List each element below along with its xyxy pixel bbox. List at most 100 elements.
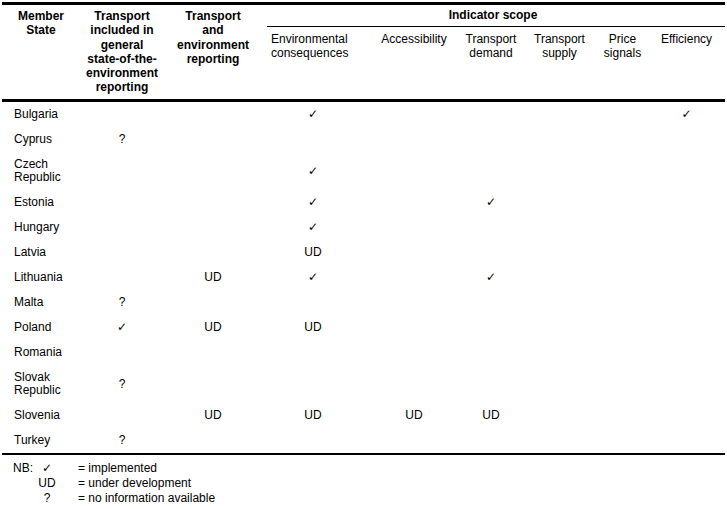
implemented-mark: ✓ bbox=[648, 101, 725, 128]
empty-cell bbox=[76, 265, 168, 290]
member-state-cell: Bulgaria bbox=[2, 101, 76, 128]
empty-cell bbox=[460, 428, 522, 454]
empty-cell bbox=[648, 240, 725, 265]
empty-cell bbox=[368, 315, 460, 340]
empty-cell bbox=[648, 152, 725, 190]
empty-cell bbox=[258, 365, 368, 403]
under-development-mark: UD bbox=[258, 240, 368, 265]
empty-cell bbox=[368, 290, 460, 315]
indicator-scope-label: Indicator scope bbox=[449, 8, 538, 22]
empty-cell bbox=[522, 127, 597, 152]
empty-cell bbox=[648, 315, 725, 340]
table-row: Poland✓UDUD bbox=[2, 315, 725, 340]
empty-cell bbox=[648, 190, 725, 215]
table-row: LithuaniaUD✓✓ bbox=[2, 265, 725, 290]
member-state-cell: Romania bbox=[2, 340, 76, 365]
empty-cell bbox=[597, 290, 648, 315]
empty-cell bbox=[522, 152, 597, 190]
empty-cell bbox=[597, 340, 648, 365]
empty-cell bbox=[522, 265, 597, 290]
empty-cell bbox=[368, 365, 460, 403]
col-header-member-state: Member State bbox=[2, 4, 76, 101]
implemented-mark: ✓ bbox=[76, 315, 168, 340]
empty-cell bbox=[597, 315, 648, 340]
implemented-mark: ✓ bbox=[258, 265, 368, 290]
empty-cell bbox=[76, 240, 168, 265]
empty-cell bbox=[460, 365, 522, 403]
no-information-mark: ? bbox=[76, 365, 168, 403]
under-development-mark: UD bbox=[168, 315, 258, 340]
empty-cell bbox=[522, 403, 597, 428]
empty-cell bbox=[258, 127, 368, 152]
empty-cell bbox=[597, 152, 648, 190]
member-state-cell: Estonia bbox=[2, 190, 76, 215]
member-state-cell: Slovak Republic bbox=[2, 365, 76, 403]
empty-cell bbox=[368, 101, 460, 128]
col-header-accessibility: Accessibility bbox=[368, 27, 460, 101]
legend-row: ?= no information available bbox=[0, 491, 727, 506]
empty-cell bbox=[76, 190, 168, 215]
empty-cell bbox=[648, 365, 725, 403]
col-header-transport-demand: Transport demand bbox=[460, 27, 522, 101]
empty-cell bbox=[76, 403, 168, 428]
empty-cell bbox=[597, 127, 648, 152]
member-state-cell: Hungary bbox=[2, 215, 76, 240]
empty-cell bbox=[648, 340, 725, 365]
table-row: Estonia✓✓ bbox=[2, 190, 725, 215]
implemented-mark: ✓ bbox=[258, 152, 368, 190]
member-state-cell: Slovenia bbox=[2, 403, 76, 428]
empty-cell bbox=[368, 240, 460, 265]
member-state-cell: Latvia bbox=[2, 240, 76, 265]
empty-cell bbox=[368, 215, 460, 240]
member-state-cell: Lithuania bbox=[2, 265, 76, 290]
empty-cell bbox=[460, 101, 522, 128]
member-state-cell: Poland bbox=[2, 315, 76, 340]
empty-cell bbox=[76, 215, 168, 240]
empty-cell bbox=[368, 152, 460, 190]
empty-cell bbox=[597, 265, 648, 290]
implemented-mark: ✓ bbox=[460, 265, 522, 290]
empty-cell bbox=[368, 190, 460, 215]
table-row: Latvia UD bbox=[2, 240, 725, 265]
empty-cell bbox=[460, 240, 522, 265]
member-state-cell: Malta bbox=[2, 290, 76, 315]
col-header-transport-supply: Transport supply bbox=[522, 27, 597, 101]
implemented-mark: ✓ bbox=[460, 190, 522, 215]
empty-cell bbox=[648, 265, 725, 290]
legend-meaning: = implemented bbox=[78, 461, 157, 476]
empty-cell bbox=[76, 340, 168, 365]
legend-prefix: NB: bbox=[13, 461, 33, 476]
empty-cell bbox=[597, 215, 648, 240]
col-header-indicator-scope: Indicator scope bbox=[258, 4, 725, 28]
legend-meaning: = under development bbox=[78, 476, 191, 491]
empty-cell bbox=[522, 365, 597, 403]
member-state-cell: Cyprus bbox=[2, 127, 76, 152]
under-development-mark: UD bbox=[168, 403, 258, 428]
empty-cell bbox=[460, 152, 522, 190]
member-state-cell: Czech Republic bbox=[2, 152, 76, 190]
empty-cell bbox=[597, 365, 648, 403]
empty-cell bbox=[460, 315, 522, 340]
no-information-mark: ? bbox=[76, 127, 168, 152]
empty-cell bbox=[76, 101, 168, 128]
empty-cell bbox=[522, 101, 597, 128]
empty-cell bbox=[460, 127, 522, 152]
empty-cell bbox=[258, 340, 368, 365]
under-development-mark: UD bbox=[258, 315, 368, 340]
empty-cell bbox=[648, 403, 725, 428]
table-row: Turkey? bbox=[2, 428, 725, 454]
table-row: Malta? bbox=[2, 290, 725, 315]
empty-cell bbox=[368, 127, 460, 152]
legend-row: UD= under development bbox=[0, 476, 727, 491]
empty-cell bbox=[522, 315, 597, 340]
empty-cell bbox=[368, 265, 460, 290]
empty-cell bbox=[168, 428, 258, 454]
empty-cell bbox=[168, 290, 258, 315]
empty-cell bbox=[522, 190, 597, 215]
legend-symbol: ? bbox=[34, 491, 60, 506]
table-row: Czech Republic ✓ bbox=[2, 152, 725, 190]
under-development-mark: UD bbox=[368, 403, 460, 428]
col-header-efficiency: Efficiency bbox=[648, 27, 725, 101]
under-development-mark: UD bbox=[258, 403, 368, 428]
legend: NB:✓= implementedUD= under development?=… bbox=[0, 461, 727, 506]
